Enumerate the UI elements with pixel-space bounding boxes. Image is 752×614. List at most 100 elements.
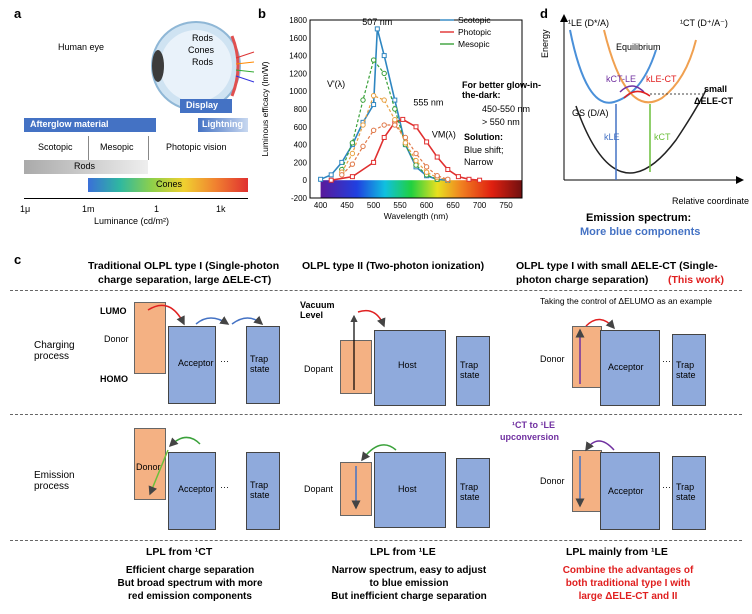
y-tick-label: 800 <box>294 105 308 114</box>
le-label: ¹LE (D*/A) <box>568 18 610 28</box>
note-up: 450-550 nm <box>482 104 531 114</box>
mesopic-point-2 <box>434 173 440 179</box>
x-tick-label: 700 <box>473 201 487 210</box>
row-divider-top <box>10 290 742 291</box>
y-tick-label: -200 <box>291 194 308 203</box>
acceptor-box-c1 <box>168 326 216 404</box>
summary-col2-line2: to blue emission <box>369 578 449 589</box>
charging-process-label: Charging process <box>34 340 75 362</box>
afterglow-label: Afterglow material <box>30 119 109 129</box>
lpl-col2: LPL from ¹LE <box>370 546 436 558</box>
trap-box-c1 <box>246 326 280 404</box>
col3-this-work: (This work) <box>668 274 725 286</box>
series-point-photopic <box>381 134 387 140</box>
mesopic-point-2 <box>445 176 451 183</box>
lpl-col1: LPL from ¹CT <box>146 546 213 558</box>
series-point-scotopic <box>339 159 345 165</box>
emission-caption-1: Emission spectrum: <box>586 212 692 224</box>
host-box-e2 <box>374 452 446 528</box>
summary-col1-line1: Efficient charge separation <box>125 565 255 576</box>
y-tick-label: 1800 <box>289 16 307 25</box>
x-tick-label: 550 <box>393 201 407 210</box>
y-tick-label: 1200 <box>289 69 307 78</box>
solution-2: Narrow <box>464 157 494 167</box>
tick-1u: 1μ <box>20 204 31 214</box>
col1-title-2: charge separation, large ΔELE-CT) <box>98 274 272 286</box>
acceptor-box-e3 <box>600 452 660 530</box>
x-tick-label: 400 <box>314 201 328 210</box>
tick-1: 1 <box>154 204 160 214</box>
y-tick-label: 400 <box>294 141 308 150</box>
y-tick-label: 0 <box>303 176 308 185</box>
dots-c3: ··· <box>662 356 671 366</box>
legend-label: Photopic <box>458 27 492 37</box>
panel-d-letter: d <box>540 6 548 21</box>
trap-label-e3: Trap state <box>676 482 696 502</box>
row-divider-mid <box>10 414 742 415</box>
delta-le-ct: ΔELE-CT <box>694 96 733 106</box>
v-prime-label: V'(λ) <box>327 79 345 89</box>
solution-1: Blue shift; <box>464 145 504 155</box>
mesopic-point-1 <box>381 97 387 103</box>
donor-label-e3: Donor <box>540 476 565 486</box>
divider-1 <box>88 136 89 160</box>
summary-col2-line3: But inefficient charge separation <box>331 591 487 602</box>
summary-col2: Narrow spectrum, easy to adjust to blue … <box>304 564 514 603</box>
mesopic-point-2 <box>392 122 398 128</box>
legend-label: Scotopic <box>458 15 491 25</box>
photopic-label: Photopic vision <box>166 142 227 152</box>
display-label: Display <box>186 100 219 110</box>
mesopic-point-0 <box>392 106 398 112</box>
row-divider-bot <box>10 540 742 541</box>
equilibrium-label: Equilibrium <box>616 42 661 52</box>
col3-title-2: photon charge separation) <box>516 274 649 286</box>
panel-b-letter: b <box>258 6 266 21</box>
series-point-scotopic <box>371 102 377 108</box>
eye-label-rods-bottom: Rods <box>192 57 214 67</box>
emission-process-label: Emission process <box>34 470 75 492</box>
mesopic-point-2 <box>413 150 419 157</box>
col3-title-1: OLPL type I with small ΔELE-CT (Single- <box>516 260 718 272</box>
trap-box-e2 <box>456 458 490 528</box>
trap-box-e3 <box>672 456 706 530</box>
x-tick-label: 500 <box>367 201 381 210</box>
scotopic-label: Scotopic <box>38 142 73 152</box>
acceptor-label-e3: Acceptor <box>608 486 644 496</box>
series-point-photopic <box>424 139 430 145</box>
acceptor-box-e1 <box>168 452 216 530</box>
x-tick-label: 450 <box>340 201 354 210</box>
mesopic-point-0 <box>370 57 377 63</box>
plot-frame <box>309 19 523 199</box>
series-point-scotopic <box>318 176 324 182</box>
dopant-label-e2: Dopant <box>304 484 334 494</box>
panel-a-letter: a <box>14 6 22 21</box>
y-tick-label: 600 <box>294 123 308 132</box>
y-tick-label: 200 <box>294 158 308 167</box>
series-point-photopic <box>328 177 334 183</box>
series-point-photopic <box>434 154 440 160</box>
rods-bar <box>24 160 148 174</box>
homo-label: HOMO <box>100 374 128 384</box>
x-tick-label: 750 <box>499 201 513 210</box>
vm-label: VM(λ) <box>432 129 456 139</box>
donor-label-e1: Donor <box>136 462 161 472</box>
col1-title-1: Traditional OLPL type I (Single-photon <box>88 260 280 272</box>
summary-col3-line3: large ΔELE-CT and II <box>578 591 678 602</box>
series-point-photopic <box>466 176 472 182</box>
summary-col2-line1: Narrow spectrum, easy to adjust <box>331 565 487 576</box>
display-bar <box>180 99 232 113</box>
small-label: small <box>704 84 728 94</box>
gs-label: GS (D/A) <box>572 108 609 118</box>
summary-col1: Efficient charge separation But broad sp… <box>82 564 298 603</box>
trap-box-e1 <box>246 452 280 530</box>
donor-label-c3: Donor <box>540 354 565 364</box>
control-note: Taking the control of ΔELUMO as an examp… <box>540 296 712 306</box>
mesopic-point-1 <box>413 157 419 164</box>
lightning-bar <box>198 118 248 132</box>
dots-c1: ··· <box>220 356 229 366</box>
mesopic-point-0 <box>360 97 366 103</box>
y-tick-label: 1400 <box>289 52 307 61</box>
mesopic-point-1 <box>370 92 377 99</box>
k-le-ct: kLE-CT <box>646 74 677 84</box>
